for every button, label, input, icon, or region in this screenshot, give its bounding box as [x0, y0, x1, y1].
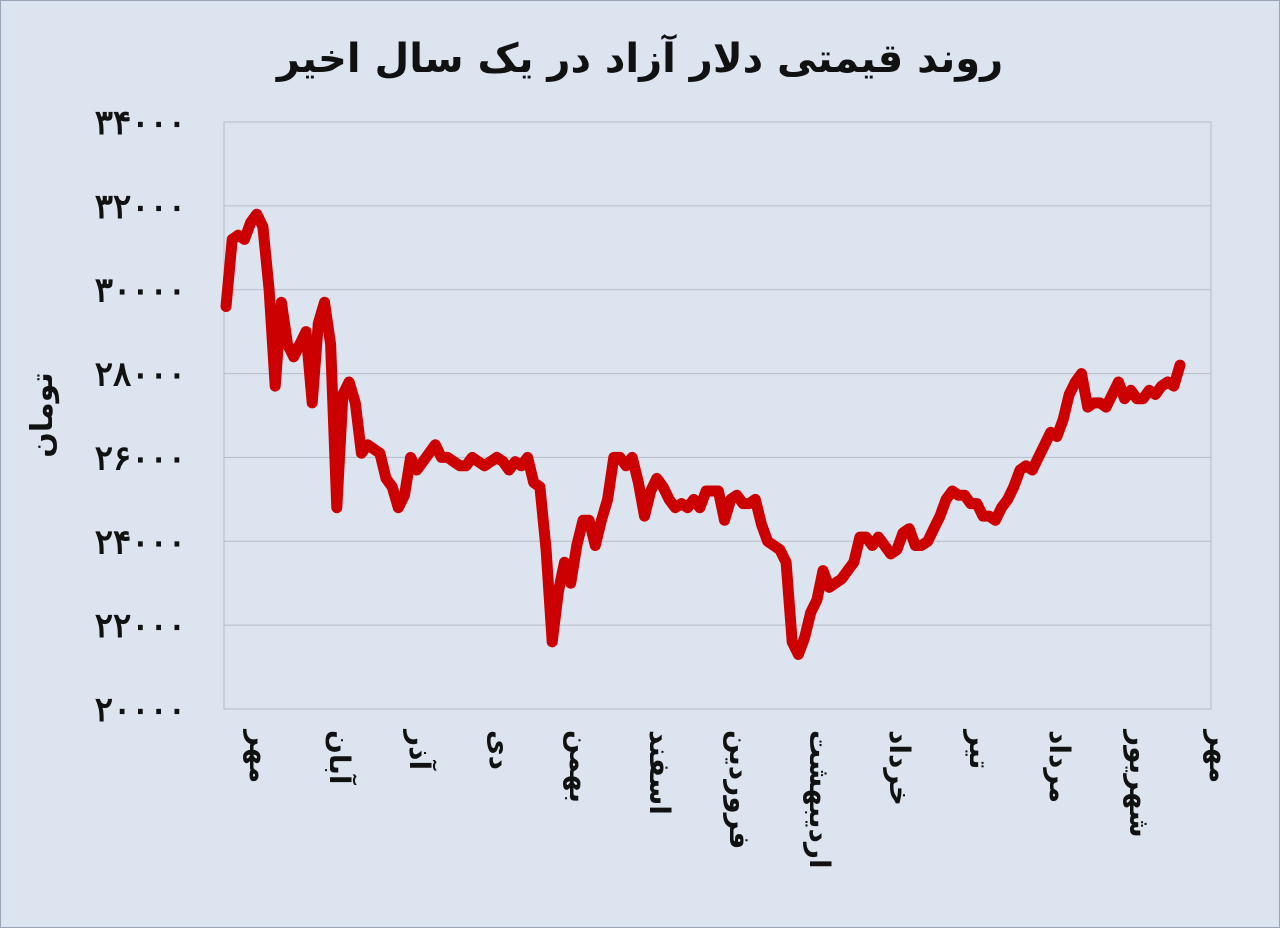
y-tick-label: ۳۰۰۰۰	[95, 271, 186, 311]
x-tick-label: شهریور	[1123, 728, 1156, 838]
y-tick-label: ۲۲۰۰۰	[95, 606, 186, 646]
x-tick-label: دی	[483, 730, 516, 770]
plot-area	[223, 121, 1212, 710]
y-axis-ticks: ۲۰۰۰۰ ۲۲۰۰۰ ۲۴۰۰۰ ۲۶۰۰۰ ۲۸۰۰۰ ۳۰۰۰۰ ۳۲۰۰۰ ۳۴۰۰۰	[95, 103, 186, 730]
x-axis-ticks: مهر آبان آذر دی بهمن اسفند فروردین اردیبهشت خردا…	[243, 728, 1236, 869]
y-tick-label: ۲۶۰۰۰	[95, 438, 186, 478]
chart-title: روند قیمتی دلار آزاد در یک سال اخیر	[276, 36, 1004, 82]
x-tick-label: بهمن	[563, 730, 596, 803]
x-tick-label: آذر	[403, 728, 437, 771]
x-tick-label: مهر	[243, 728, 276, 783]
grid-lines	[224, 121, 1211, 626]
y-tick-label: ۳۴۰۰۰	[95, 103, 186, 143]
series-line	[220, 208, 1186, 660]
x-tick-label: اسفند	[643, 730, 676, 815]
y-axis-label: تومان	[25, 372, 60, 458]
x-tick-label: مرداد	[1043, 730, 1076, 803]
x-tick-label: مهر	[1203, 728, 1236, 783]
y-tick-label: ۲۰۰۰۰	[95, 690, 186, 730]
y-tick-label: ۳۲۰۰۰	[95, 187, 186, 227]
x-tick-label: آبان	[323, 730, 357, 786]
x-tick-label: اردیبهشت	[803, 730, 836, 869]
y-tick-label: ۲۴۰۰۰	[95, 522, 186, 562]
x-tick-label: فروردین	[723, 730, 756, 849]
y-tick-label: ۲۸۰۰۰	[95, 355, 186, 395]
x-tick-label: تیر	[963, 728, 996, 769]
x-tick-label: خرداد	[883, 730, 916, 806]
